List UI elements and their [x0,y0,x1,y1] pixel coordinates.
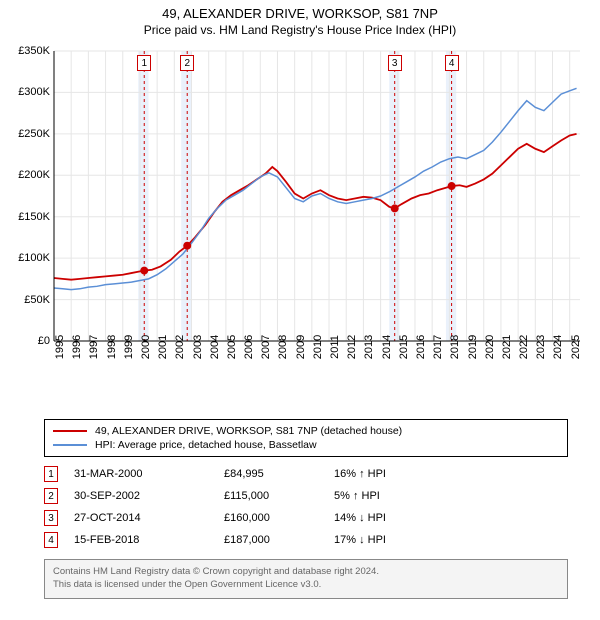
sale-delta: 14% ↓ HPI [334,512,444,524]
sale-index-box: 3 [44,510,58,526]
sale-date: 15-FEB-2018 [74,534,224,546]
table-row: 3 27-OCT-2014£160,00014% ↓ HPI [44,507,568,529]
sale-price: £187,000 [224,534,334,546]
table-row: 2 30-SEP-2002£115,0005% ↑ HPI [44,485,568,507]
y-tick-label: £350K [10,45,50,57]
y-tick-label: £0 [10,335,50,347]
sale-delta: 16% ↑ HPI [334,468,444,480]
footer-line: Contains HM Land Registry data © Crown c… [53,566,559,579]
sale-delta: 5% ↑ HPI [334,490,444,502]
chart-container: £0 £50K £100K £150K £200K £250K £300K £350K 1995… [10,41,590,411]
x-tick-label: 2001 [157,335,169,359]
x-tick-label: 1995 [54,335,66,359]
x-tick-label: 2005 [226,335,238,359]
sale-index-box: 1 [44,466,58,482]
x-tick-label: 2021 [501,335,513,359]
x-tick-label: 2004 [209,335,221,359]
x-tick-label: 1996 [71,335,83,359]
legend-row: 49, ALEXANDER DRIVE, WORKSOP, S81 7NP (d… [53,424,559,438]
legend-label: 49, ALEXANDER DRIVE, WORKSOP, S81 7NP (d… [95,425,402,437]
x-tick-label: 2009 [295,335,307,359]
legend-label: HPI: Average price, detached house, Bass… [95,439,317,451]
x-tick-label: 1999 [123,335,135,359]
x-tick-label: 2018 [449,335,461,359]
x-tick-label: 2006 [243,335,255,359]
legend-row: HPI: Average price, detached house, Bass… [53,438,559,452]
y-tick-label: £250K [10,128,50,140]
sales-table: 1 31-MAR-2000£84,99516% ↑ HPI 2 30-SEP-2002… [44,463,568,551]
x-tick-label: 2003 [192,335,204,359]
x-tick-label: 2020 [484,335,496,359]
x-tick-label: 2000 [140,335,152,359]
x-tick-label: 2010 [312,335,324,359]
x-tick-label: 2013 [363,335,375,359]
y-tick-label: £100K [10,252,50,264]
sale-marker: 1 [137,55,151,71]
x-tick-label: 1998 [106,335,118,359]
x-tick-label: 2024 [552,335,564,359]
x-tick-label: 1997 [88,335,100,359]
x-tick-label: 2007 [260,335,272,359]
sale-price: £84,995 [224,468,334,480]
sale-date: 30-SEP-2002 [74,490,224,502]
x-tick-label: 2023 [535,335,547,359]
y-tick-label: £200K [10,169,50,181]
x-tick-label: 2016 [415,335,427,359]
sale-index-box: 2 [44,488,58,504]
sale-date: 27-OCT-2014 [74,512,224,524]
sale-marker: 3 [388,55,402,71]
sale-index-box: 4 [44,532,58,548]
sale-price: £115,000 [224,490,334,502]
x-tick-label: 2017 [432,335,444,359]
page-title: 49, ALEXANDER DRIVE, WORKSOP, S81 7NP [0,0,600,21]
page-subtitle: Price paid vs. HM Land Registry's House … [0,21,600,41]
sale-marker: 4 [445,55,459,71]
y-tick-label: £50K [10,294,50,306]
x-tick-label: 2008 [277,335,289,359]
legend: 49, ALEXANDER DRIVE, WORKSOP, S81 7NP (d… [44,419,568,457]
legend-swatch [53,430,87,432]
x-tick-label: 2002 [174,335,186,359]
sale-marker: 2 [180,55,194,71]
x-tick-label: 2019 [467,335,479,359]
x-tick-label: 2012 [346,335,358,359]
sale-delta: 17% ↓ HPI [334,534,444,546]
table-row: 4 15-FEB-2018£187,00017% ↓ HPI [44,529,568,551]
footer-line: This data is licensed under the Open Gov… [53,579,559,592]
legend-swatch [53,444,87,446]
table-row: 1 31-MAR-2000£84,99516% ↑ HPI [44,463,568,485]
x-tick-label: 2022 [518,335,530,359]
sale-date: 31-MAR-2000 [74,468,224,480]
x-tick-label: 2015 [398,335,410,359]
y-tick-label: £150K [10,211,50,223]
y-tick-label: £300K [10,86,50,98]
x-tick-label: 2014 [381,335,393,359]
sale-price: £160,000 [224,512,334,524]
x-tick-label: 2025 [570,335,582,359]
footer-attribution: Contains HM Land Registry data © Crown c… [44,559,568,599]
x-tick-label: 2011 [329,335,341,359]
